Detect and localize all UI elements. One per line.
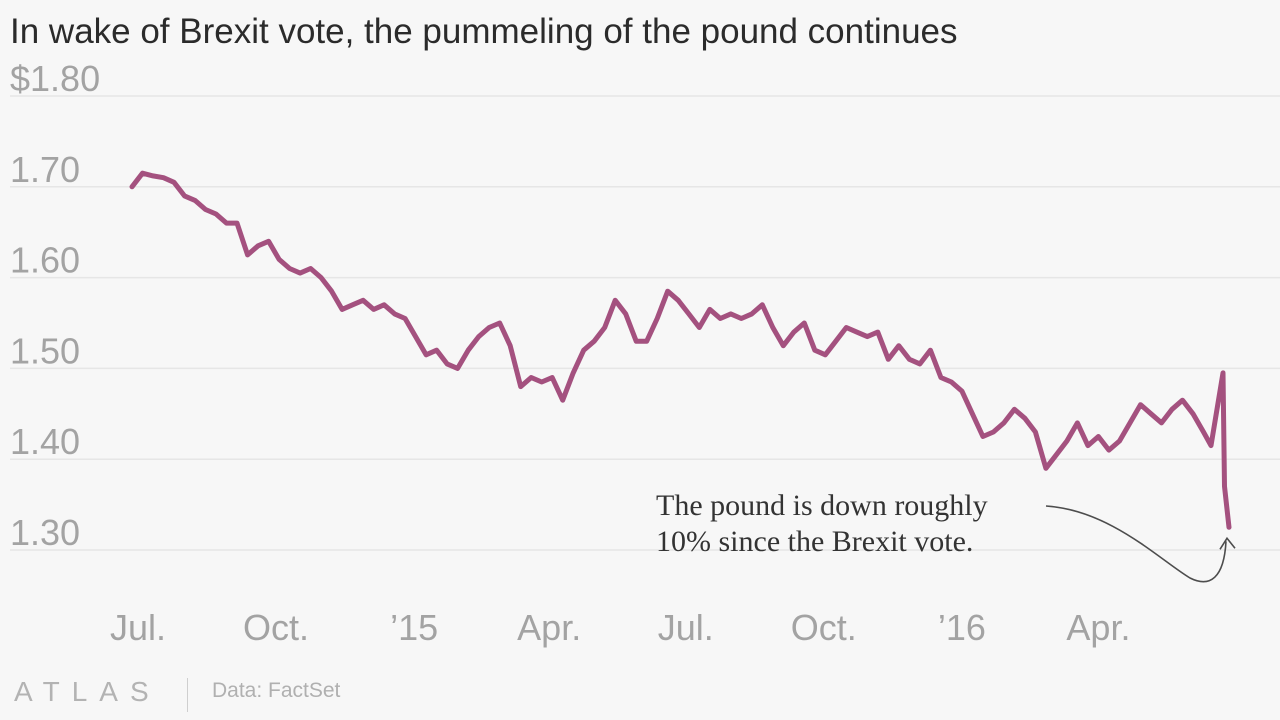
- x-tick-label: Apr.: [517, 607, 581, 648]
- arrowhead-icon: [1219, 536, 1236, 550]
- y-tick-label: 1.30: [10, 512, 80, 553]
- y-axis: $1.80 1.70 1.60 1.50 1.40 1.30: [10, 58, 100, 553]
- y-tick-label: 1.70: [10, 149, 80, 190]
- y-tick-label: $1.80: [10, 58, 100, 99]
- x-tick-label: Oct.: [243, 607, 309, 648]
- y-tick-label: 1.50: [10, 330, 80, 371]
- data-source: Data: FactSet: [212, 679, 341, 702]
- footer: ATLAS Data: FactSet: [0, 672, 600, 716]
- atlas-logo: ATLAS: [14, 676, 161, 707]
- x-tick-label: Oct.: [791, 607, 857, 648]
- annotation-line-1: The pound is down roughly: [656, 489, 988, 522]
- annotation-line-2: 10% since the Brexit vote.: [656, 525, 973, 558]
- annotation-arrow: [1045, 505, 1227, 583]
- y-tick-label: 1.40: [10, 421, 80, 462]
- grid-lines: [10, 95, 1280, 551]
- x-tick-label: Apr.: [1066, 607, 1130, 648]
- x-tick-label: ’15: [390, 607, 438, 648]
- x-tick-label: Jul.: [658, 607, 714, 648]
- y-tick-label: 1.60: [10, 240, 80, 281]
- x-tick-label: ’16: [938, 607, 986, 648]
- x-tick-label: Jul.: [110, 607, 166, 648]
- x-axis: Jul. Oct. ’15 Apr. Jul. Oct. ’16 Apr.: [110, 607, 1130, 648]
- gbp-usd-line: [129, 170, 1232, 530]
- footer-divider: [187, 678, 188, 712]
- chart-title: In wake of Brexit vote, the pummeling of…: [10, 12, 958, 51]
